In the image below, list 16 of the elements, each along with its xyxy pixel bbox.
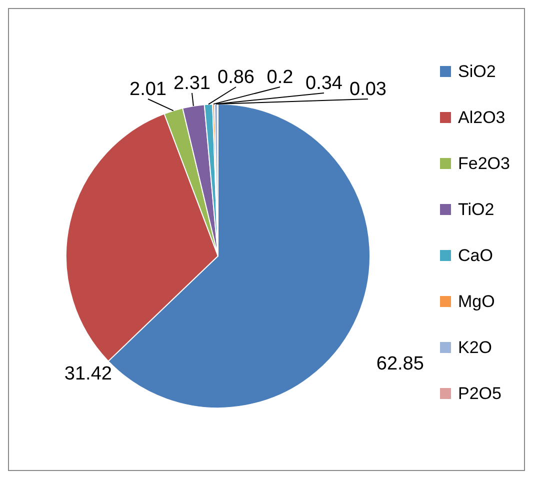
data-label: 0.86 — [218, 67, 254, 88]
data-label: 62.85 — [376, 354, 424, 375]
data-label: 0.34 — [306, 73, 343, 94]
legend-label: Fe2O3 — [458, 154, 510, 173]
data-label: 31.42 — [64, 364, 112, 385]
legend-label: K2O — [458, 338, 492, 357]
data-label: 2.31 — [174, 73, 210, 94]
legend-label: CaO — [458, 246, 493, 265]
legend-label: TiO2 — [458, 200, 494, 219]
data-label: 0.2 — [266, 67, 294, 88]
data-label: 0.03 — [350, 79, 386, 100]
legend-label: SiO2 — [458, 62, 496, 81]
data-label: 2.01 — [130, 79, 166, 100]
legend-label: Al2O3 — [458, 108, 506, 127]
legend-label: P2O5 — [458, 384, 502, 403]
legend-label: MgO — [458, 292, 495, 311]
